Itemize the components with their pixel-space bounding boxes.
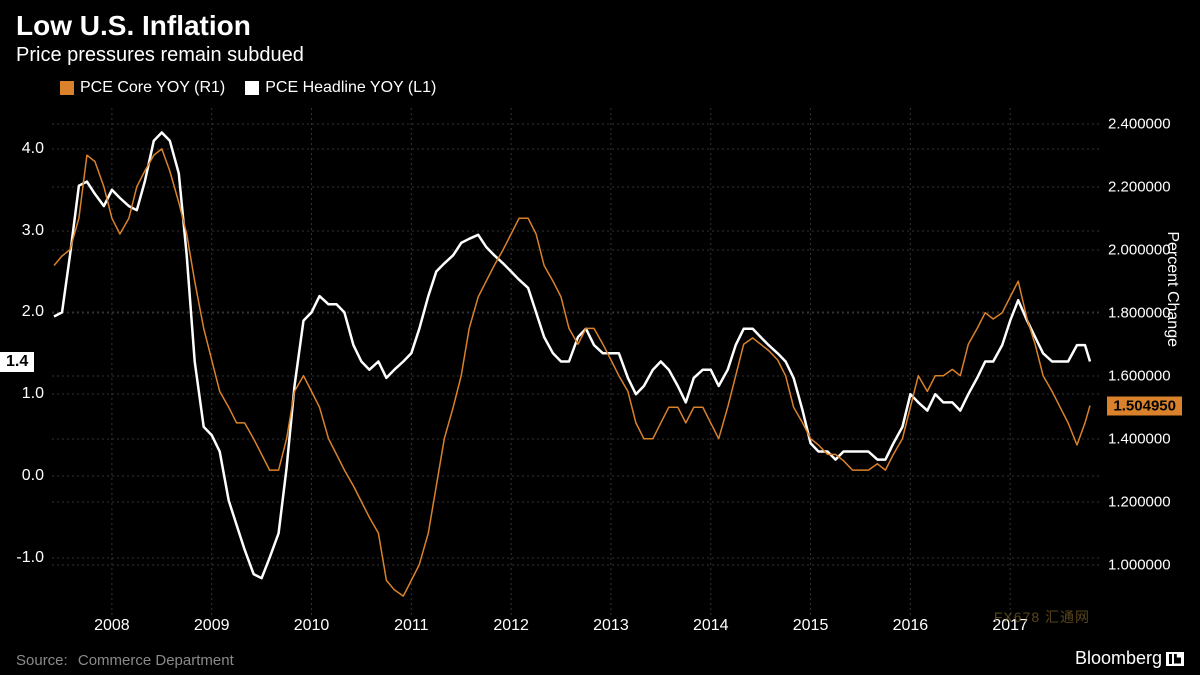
y-left-tick: 4.0: [22, 140, 44, 158]
legend-item-core: PCE Core YOY (R1): [60, 79, 225, 97]
y-right-tick: 1.600000: [1108, 367, 1171, 384]
legend: PCE Core YOY (R1) PCE Headline YOY (L1): [0, 71, 1200, 103]
y-right-tick: 1.800000: [1108, 304, 1171, 321]
legend-swatch-core: [60, 81, 74, 95]
chart-title: Low U.S. Inflation: [16, 10, 1184, 42]
y-left-tick: -1.0: [16, 549, 44, 567]
watermark: FX678 汇通网: [994, 607, 1090, 627]
y-left-current-marker: 1.4: [0, 352, 34, 372]
y-right-tick: 1.200000: [1108, 493, 1171, 510]
y-right-tick: 2.200000: [1108, 178, 1171, 195]
x-tick: 2010: [294, 617, 330, 635]
brand-label: Bloomberg: [1075, 648, 1184, 669]
y-axis-right-title: Percent Change: [1163, 231, 1181, 347]
legend-label-core: PCE Core YOY (R1): [80, 79, 225, 97]
legend-item-headline: PCE Headline YOY (L1): [245, 79, 436, 97]
bloomberg-icon: [1166, 652, 1184, 666]
x-tick: 2012: [493, 617, 529, 635]
x-tick: 2016: [893, 617, 929, 635]
y-left-tick: 0.0: [22, 467, 44, 485]
y-right-tick: 2.000000: [1108, 241, 1171, 258]
chart-plot-area: [52, 108, 1100, 615]
x-tick: 2009: [194, 617, 230, 635]
x-tick: 2014: [693, 617, 729, 635]
y-right-tick: 1.000000: [1108, 556, 1171, 573]
x-tick: 2015: [793, 617, 829, 635]
x-axis: 2008200920102011201220132014201520162017: [52, 617, 1100, 639]
y-left-tick: 3.0: [22, 222, 44, 240]
y-left-tick: 2.0: [22, 303, 44, 321]
y-right-tick: 1.400000: [1108, 430, 1171, 447]
x-tick: 2011: [394, 617, 428, 635]
chart-subtitle: Price pressures remain subdued: [16, 44, 1184, 67]
y-right-current-marker: 1.504950: [1107, 396, 1182, 415]
x-tick: 2008: [94, 617, 130, 635]
x-tick: 2013: [593, 617, 629, 635]
legend-label-headline: PCE Headline YOY (L1): [265, 79, 436, 97]
y-right-tick: 2.400000: [1108, 115, 1171, 132]
y-left-tick: 1.0: [22, 385, 44, 403]
source-attribution: Source: Commerce Department: [16, 652, 234, 669]
y-axis-right: 1.000000 1.200000 1.400000 1.600000 1.800000…: [1102, 108, 1180, 615]
legend-swatch-headline: [245, 81, 259, 95]
